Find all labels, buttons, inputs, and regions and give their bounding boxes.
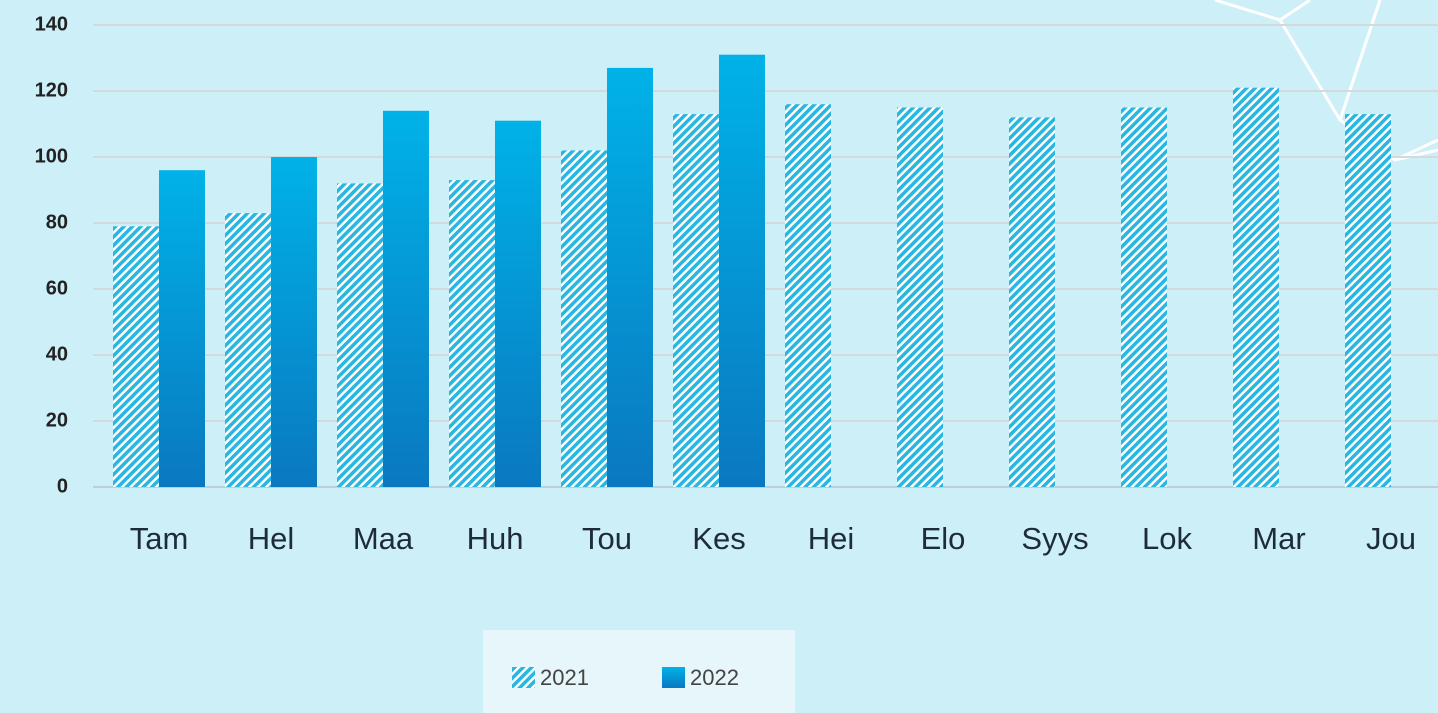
x-tick-label: Kes [692, 521, 745, 556]
y-tick-label: 40 [46, 343, 68, 365]
x-tick-label: Jou [1366, 521, 1416, 556]
y-tick-label: 120 [35, 79, 68, 101]
x-tick-label: Tou [582, 521, 632, 556]
y-tick-label: 80 [46, 211, 68, 233]
x-tick-label: Huh [467, 521, 524, 556]
bar [383, 110, 429, 488]
bar [449, 180, 495, 487]
x-tick-label: Syys [1021, 521, 1088, 556]
y-tick-label: 0 [57, 475, 68, 497]
legend-swatch [662, 667, 685, 688]
x-tick-label: Elo [921, 521, 966, 556]
y-tick-label: 20 [46, 409, 68, 431]
bar [159, 170, 205, 487]
legend-label: 2021 [540, 665, 589, 690]
y-tick-label: 100 [35, 145, 68, 167]
x-tick-label: Lok [1142, 521, 1192, 556]
bar [785, 104, 831, 487]
legend-swatch [512, 667, 535, 688]
bar [673, 114, 719, 487]
plot-area: 0 20 40 60 80 100 120 140 Tam Hel Maa Huh Tou Kes Hei E… [35, 13, 1438, 556]
y-tick-label: 60 [46, 277, 68, 299]
bar [225, 213, 271, 487]
x-tick-label: Tam [130, 521, 189, 556]
bar [1233, 87, 1279, 487]
legend-label: 2022 [690, 665, 739, 690]
x-tick-label: Maa [353, 521, 414, 556]
bar [113, 226, 159, 488]
bar [495, 120, 541, 487]
bar [271, 157, 317, 487]
x-tick-label: Hel [248, 521, 295, 556]
bar [337, 183, 383, 487]
bar [1009, 117, 1055, 488]
bar [607, 67, 653, 488]
bar [897, 107, 943, 487]
x-tick-label: Mar [1252, 521, 1305, 556]
y-tick-label: 140 [35, 13, 68, 35]
bar [561, 150, 607, 487]
bar [1121, 107, 1167, 487]
x-tick-label: Hei [808, 521, 855, 556]
bar [719, 54, 765, 487]
bar [1345, 114, 1391, 487]
